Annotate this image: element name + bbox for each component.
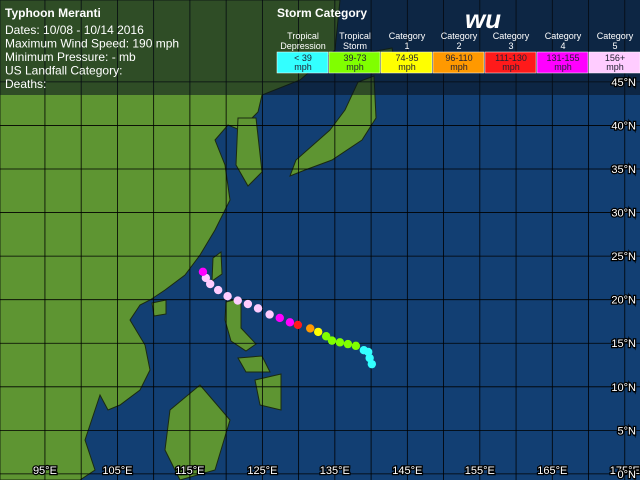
legend-swatch: [432, 51, 485, 74]
storm-info-line: Minimum Pressure: - mb: [5, 50, 136, 64]
storm-info-line: US Landfall Category:: [5, 64, 122, 78]
legend-range: 156+: [605, 53, 625, 63]
lon-label: 125°E: [247, 465, 277, 477]
logo: wu: [465, 4, 501, 34]
track-point: [343, 339, 353, 349]
legend-swatch: [536, 51, 589, 74]
lon-label: 155°E: [465, 465, 495, 477]
track-point: [253, 304, 263, 313]
lat-label: 5°N: [618, 425, 637, 437]
legend-range: mph: [294, 62, 312, 72]
legend-range: 96-110: [445, 53, 472, 63]
track-point: [285, 318, 295, 327]
legend-name: Category: [597, 31, 634, 41]
legend-range: mph: [346, 62, 364, 72]
legend-range: mph: [450, 62, 468, 72]
storm-track: [198, 267, 377, 369]
track-point: [321, 332, 331, 341]
land: [0, 0, 397, 481]
lon-label: 105°E: [102, 465, 132, 477]
legend-name: Tropical: [287, 31, 319, 41]
legend-name: 2: [456, 41, 461, 51]
legend-name: 4: [560, 41, 565, 51]
legend-name: 5: [612, 41, 617, 51]
lat-label: 45°N: [611, 77, 636, 89]
legend-name: 3: [508, 41, 513, 51]
legend-range: mph: [502, 62, 520, 72]
track-point: [243, 299, 253, 309]
lat-label: 35°N: [611, 164, 636, 176]
lon-label: 135°E: [320, 465, 350, 477]
legend-range: 74-95: [395, 53, 418, 63]
lat-label: 20°N: [611, 295, 636, 307]
axis-labels: 95°E 105°E 115°E 125°E 135°E 145°E 155°E 165°E 1…: [32, 76, 640, 483]
legend-range: mph: [606, 62, 624, 72]
storm-info-line: Maximum Wind Speed: 190 mph: [5, 37, 179, 51]
legend-range: 111-130: [495, 53, 527, 63]
legend-range: mph: [554, 62, 572, 72]
lon-label: 175°E: [610, 465, 640, 477]
track-point: [275, 313, 284, 323]
track-point: [233, 296, 242, 305]
storm-info-line: Dates: 10/08 - 10/14 2016: [5, 23, 144, 37]
storm-title: Typhoon Meranti: [5, 6, 101, 20]
lat-label: 15°N: [611, 338, 636, 350]
legend-name: Category: [493, 31, 530, 41]
track-point: [306, 324, 315, 333]
legend-swatch: [380, 51, 433, 74]
lon-label: 145°E: [392, 465, 422, 477]
lon-label: 165°E: [537, 465, 567, 477]
track-point: [359, 345, 369, 355]
track-point: [198, 267, 208, 276]
legend-name: Category: [545, 31, 582, 41]
legend-swatch: [588, 51, 640, 74]
track-point: [313, 327, 323, 337]
header-overlay: [0, 0, 640, 95]
legend-swatch: [484, 51, 537, 74]
lat-label: 40°N: [611, 120, 636, 132]
lat-label: 30°N: [611, 208, 636, 220]
legend-swatch: [328, 51, 381, 74]
lon-label: 115°E: [175, 465, 204, 477]
track-point: [265, 310, 274, 319]
legend-range: 39-73: [343, 53, 366, 63]
legend-title: Storm Category: [277, 6, 367, 20]
legend-name: Category: [441, 31, 478, 41]
legend-name: Tropical: [339, 31, 371, 41]
legend-name: Depression: [280, 41, 326, 51]
track-point: [335, 338, 345, 347]
lon-label: 95°E: [33, 465, 57, 477]
legend-name: Category: [389, 31, 426, 41]
legend-swatch: [276, 51, 329, 74]
legend-range: 131-155: [546, 53, 579, 63]
storm-info-line: Deaths:: [5, 77, 46, 91]
lat-label: 25°N: [611, 251, 636, 263]
legend-range: < 39: [294, 53, 312, 63]
track-point: [213, 285, 223, 295]
track-point: [351, 341, 361, 351]
track-point: [205, 279, 215, 289]
lat-label: 0°N: [618, 469, 637, 480]
track-point: [293, 320, 303, 330]
lat-label: 10°N: [611, 382, 636, 394]
track-point: [223, 291, 232, 301]
legend-range: mph: [398, 62, 416, 72]
legend-name: 1: [404, 41, 409, 51]
track-point: [327, 336, 337, 345]
legend-name: Storm: [343, 41, 367, 51]
